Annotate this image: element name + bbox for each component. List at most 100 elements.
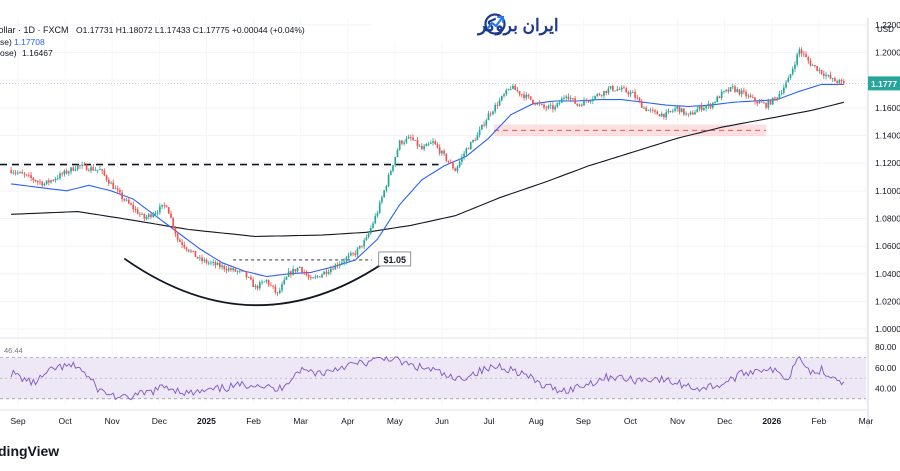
candle[interactable]: [429, 140, 432, 145]
candle[interactable]: [607, 86, 610, 96]
candle[interactable]: [834, 76, 836, 82]
candle[interactable]: [281, 281, 283, 293]
candle[interactable]: [822, 70, 825, 79]
candle[interactable]: [385, 184, 388, 193]
candle[interactable]: [325, 268, 328, 277]
candle[interactable]: [618, 87, 621, 91]
candle[interactable]: [609, 85, 612, 90]
candle[interactable]: [572, 98, 574, 101]
time-tick-label[interactable]: Oct: [58, 416, 72, 426]
candle[interactable]: [500, 95, 503, 102]
candle[interactable]: [74, 166, 77, 172]
candle[interactable]: [212, 259, 215, 266]
candle[interactable]: [36, 180, 39, 185]
candle[interactable]: [327, 269, 330, 275]
candle[interactable]: [316, 274, 319, 279]
candle[interactable]: [605, 90, 608, 96]
candle[interactable]: [782, 84, 785, 95]
candle[interactable]: [643, 106, 645, 110]
candle[interactable]: [139, 211, 141, 218]
candle[interactable]: [125, 197, 128, 202]
candle[interactable]: [94, 166, 97, 171]
candle[interactable]: [48, 178, 50, 186]
candle[interactable]: [512, 83, 514, 90]
candle[interactable]: [367, 231, 370, 239]
candle[interactable]: [603, 90, 605, 99]
candle[interactable]: [416, 137, 419, 150]
candle[interactable]: [494, 102, 497, 114]
rsi-line[interactable]: [10, 356, 845, 401]
candle[interactable]: [589, 100, 592, 104]
candle[interactable]: [649, 107, 652, 113]
time-tick-label[interactable]: Oct: [624, 416, 638, 426]
candle[interactable]: [836, 79, 838, 86]
candle[interactable]: [298, 266, 301, 269]
candle[interactable]: [489, 111, 492, 117]
candle[interactable]: [218, 259, 221, 270]
candle[interactable]: [434, 139, 437, 145]
candle[interactable]: [245, 271, 248, 280]
candle[interactable]: [776, 96, 779, 102]
time-tick-label[interactable]: Sep: [576, 416, 591, 426]
candle[interactable]: [387, 172, 390, 188]
candle[interactable]: [12, 170, 15, 175]
candle[interactable]: [600, 94, 603, 98]
candle[interactable]: [463, 150, 465, 161]
candle[interactable]: [425, 143, 428, 147]
candle[interactable]: [554, 104, 556, 112]
candle[interactable]: [698, 104, 701, 112]
candle[interactable]: [798, 47, 801, 58]
candle[interactable]: [640, 98, 643, 108]
candle[interactable]: [816, 65, 818, 72]
candle[interactable]: [465, 147, 468, 156]
candle[interactable]: [474, 137, 477, 142]
candle[interactable]: [514, 84, 517, 91]
candle[interactable]: [805, 51, 807, 58]
candle[interactable]: [232, 267, 234, 273]
candle[interactable]: [179, 238, 181, 243]
candle[interactable]: [163, 202, 166, 209]
candle[interactable]: [421, 143, 423, 150]
candle[interactable]: [756, 100, 759, 107]
candle[interactable]: [720, 89, 723, 101]
candle[interactable]: [612, 84, 614, 92]
candle[interactable]: [625, 86, 628, 94]
candle[interactable]: [352, 252, 354, 257]
candle[interactable]: [119, 187, 121, 194]
candle[interactable]: [427, 142, 430, 147]
candle[interactable]: [685, 111, 687, 116]
candle[interactable]: [181, 239, 183, 249]
candle[interactable]: [79, 164, 81, 170]
candle[interactable]: [292, 265, 294, 276]
candle[interactable]: [774, 96, 776, 101]
candle[interactable]: [534, 102, 536, 106]
candle[interactable]: [96, 169, 99, 174]
candle[interactable]: [569, 95, 572, 103]
candle[interactable]: [423, 143, 425, 152]
candle[interactable]: [59, 171, 61, 181]
candle[interactable]: [436, 142, 439, 149]
candle[interactable]: [258, 280, 261, 291]
rsi-panel[interactable]: 46.44: [0, 346, 866, 401]
candle[interactable]: [629, 90, 632, 98]
candle[interactable]: [272, 285, 274, 290]
candle[interactable]: [556, 102, 559, 109]
candle[interactable]: [563, 95, 565, 101]
candle[interactable]: [127, 197, 130, 205]
candle[interactable]: [225, 266, 228, 274]
candle[interactable]: [751, 94, 754, 99]
candle[interactable]: [405, 135, 408, 145]
candle[interactable]: [665, 109, 667, 121]
candle[interactable]: [310, 274, 312, 281]
candle[interactable]: [170, 210, 172, 219]
candle[interactable]: [254, 283, 257, 290]
candle[interactable]: [587, 100, 590, 103]
candle[interactable]: [461, 153, 463, 166]
candle[interactable]: [274, 284, 277, 295]
candle[interactable]: [201, 254, 203, 265]
time-tick-label[interactable]: Dec: [152, 416, 168, 426]
candle[interactable]: [199, 254, 201, 262]
candle[interactable]: [703, 105, 705, 112]
candle[interactable]: [432, 137, 434, 146]
candle[interactable]: [594, 95, 596, 101]
